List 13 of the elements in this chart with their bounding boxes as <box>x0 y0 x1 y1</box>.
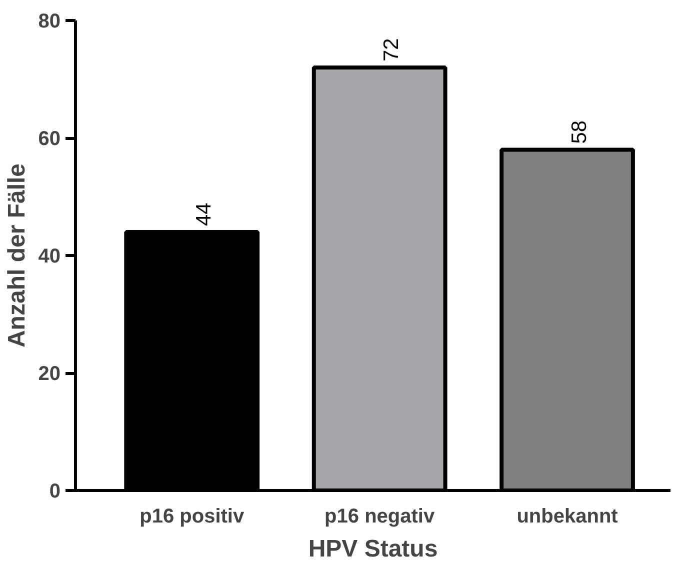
x-tick-label: p16 negativ <box>324 506 436 528</box>
y-tick-label: 0 <box>49 480 60 502</box>
data-label: 44 <box>192 202 216 226</box>
y-axis-title: Anzahl der Fälle <box>3 163 30 348</box>
y-tick-label: 40 <box>38 246 61 268</box>
y-tick-label: 20 <box>38 363 61 385</box>
x-axis-title: HPV Status <box>308 536 438 562</box>
y-tick-label: 60 <box>38 128 61 150</box>
x-tick-label: p16 positiv <box>140 506 245 528</box>
y-tick-label: 80 <box>38 10 61 32</box>
data-label: 72 <box>380 38 404 62</box>
data-label: 58 <box>568 120 591 144</box>
x-tick-label: unbekannt <box>516 506 618 528</box>
